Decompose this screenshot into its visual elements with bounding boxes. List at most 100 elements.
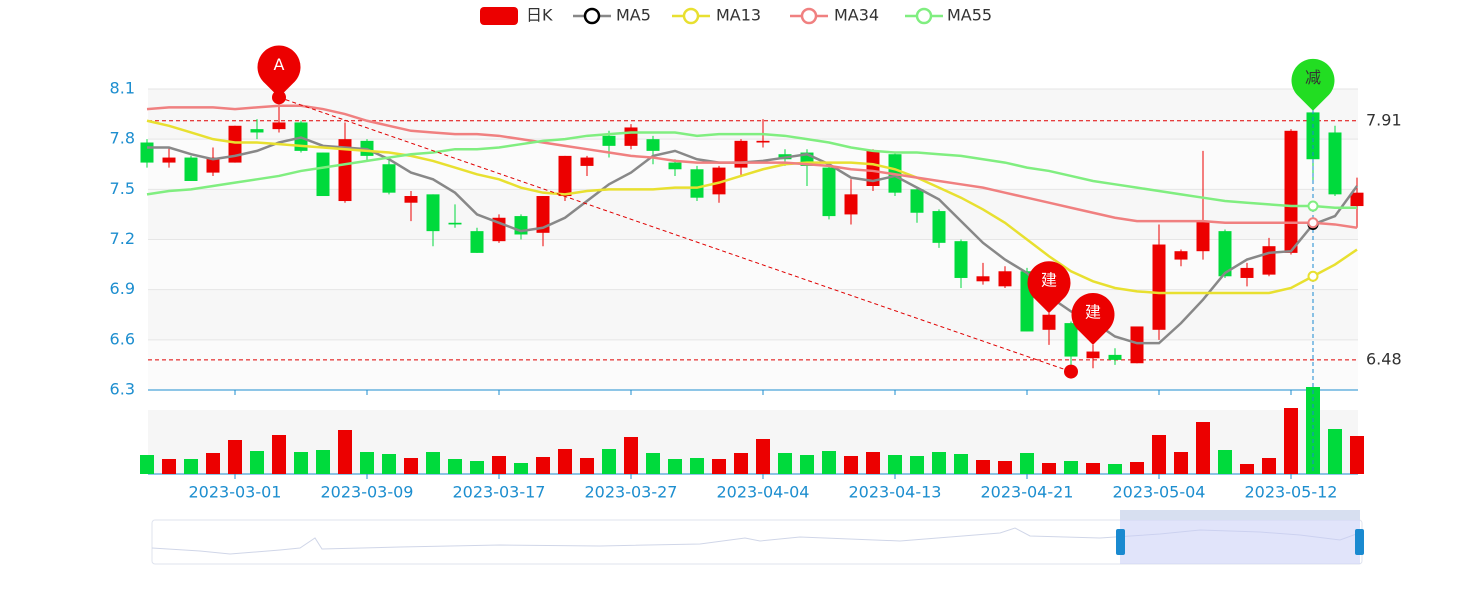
volume-bar <box>1108 464 1122 474</box>
pin <box>257 45 301 98</box>
candle-body <box>910 189 924 213</box>
candle-body <box>1064 323 1078 357</box>
volume-bar <box>888 455 902 474</box>
volume-bar <box>1306 387 1320 474</box>
volume-bar <box>1020 453 1034 474</box>
volume-bar <box>492 456 506 474</box>
volume-bar <box>536 457 550 474</box>
candle-body <box>338 139 352 202</box>
legend-label: MA5 <box>616 6 651 25</box>
volume-bar <box>250 451 264 474</box>
volume-bar <box>1284 408 1298 474</box>
zoom-window[interactable] <box>1120 520 1360 564</box>
grid-band <box>148 239 1358 290</box>
y-tick-label: 7.5 <box>110 179 135 198</box>
grid-band <box>148 289 1358 340</box>
mark-line-label: 6.48 <box>1366 349 1402 368</box>
volume-bar <box>822 451 836 474</box>
volume-bar <box>1240 464 1254 474</box>
x-tick-label: 2023-04-21 <box>981 483 1074 502</box>
legend-item[interactable]: MA34 <box>790 6 879 25</box>
legend-label: MA34 <box>834 6 879 25</box>
y-tick-label: 6.9 <box>110 279 135 298</box>
y-tick-label: 7.2 <box>110 229 135 248</box>
grid-band <box>148 189 1358 240</box>
legend-icon <box>583 7 601 25</box>
legend-item[interactable]: MA13 <box>672 6 761 25</box>
y-tick-label: 7.8 <box>110 129 135 148</box>
x-tick-label: 2023-03-09 <box>321 483 414 502</box>
candle-body <box>558 155 572 197</box>
volume-bar <box>1350 436 1364 474</box>
volume-bar <box>426 452 440 474</box>
x-tick-label: 2023-03-17 <box>453 483 546 502</box>
volume-bar <box>1218 450 1232 474</box>
x-tick-label: 2023-04-13 <box>849 483 942 502</box>
candle-body <box>602 135 616 146</box>
legend-item[interactable]: MA5 <box>573 6 651 25</box>
candle-body <box>1108 354 1122 360</box>
candle-body <box>1042 314 1056 330</box>
candle-body <box>624 127 638 146</box>
legend-item[interactable]: 日K <box>480 6 553 26</box>
pin-label: 减 <box>1305 68 1321 87</box>
volume-bar <box>690 458 704 474</box>
candle-body <box>448 222 462 225</box>
candle-body <box>250 129 264 133</box>
candle-body <box>1240 267 1254 278</box>
candle-body <box>690 169 704 198</box>
legend-label: MA13 <box>716 6 761 25</box>
zoom-bar[interactable] <box>1120 510 1360 520</box>
volume-bar <box>800 455 814 474</box>
legend-icon <box>682 7 700 25</box>
volume-bar <box>514 463 528 474</box>
volume-bar <box>668 459 682 474</box>
legend-icon <box>800 7 818 25</box>
legend-icon <box>480 7 518 25</box>
volume-bar <box>932 452 946 474</box>
zoom-handle[interactable] <box>1355 529 1364 555</box>
volume-bar <box>228 440 242 474</box>
candle-body <box>184 157 198 181</box>
candle-body <box>756 140 770 143</box>
candle-body <box>1086 351 1100 359</box>
candle-body <box>470 231 484 253</box>
volume-bar <box>646 453 660 474</box>
data-zoom[interactable] <box>151 510 1364 565</box>
volume-bar <box>712 459 726 474</box>
candle-body <box>1196 221 1210 252</box>
x-tick-label: 2023-05-04 <box>1113 483 1206 502</box>
volume-bar <box>184 459 198 474</box>
volume-bar <box>1042 463 1056 474</box>
legend-item[interactable]: MA55 <box>905 6 992 25</box>
volume-bar <box>338 430 352 474</box>
pin <box>1071 293 1115 345</box>
candle-body <box>668 162 682 170</box>
volume-bar <box>580 458 594 474</box>
x-tick-label: 2023-04-04 <box>717 483 810 502</box>
volume-bar <box>316 450 330 474</box>
hover-point <box>1307 217 1319 229</box>
candle-body <box>712 167 726 195</box>
x-tick-label: 2023-03-27 <box>585 483 678 502</box>
candle-body <box>228 125 242 163</box>
volume-bar <box>360 452 374 474</box>
pin <box>1291 58 1335 111</box>
volume-bar <box>382 454 396 474</box>
candle-body <box>316 152 330 197</box>
volume-bar <box>1196 422 1210 474</box>
y-tick-label: 8.1 <box>110 79 135 98</box>
ma-line <box>146 131 1357 209</box>
candle-body <box>954 241 968 278</box>
zoom-handle[interactable] <box>1116 529 1125 555</box>
candle-body <box>1262 246 1276 275</box>
hover-point <box>1307 200 1319 212</box>
candle-body <box>998 271 1012 287</box>
volume-bar <box>1152 435 1166 474</box>
candle-body <box>536 196 550 233</box>
ma-line <box>146 104 1358 230</box>
candle-body <box>932 211 946 243</box>
trend-point <box>1064 364 1078 379</box>
pin-label: A <box>274 55 285 74</box>
y-tick-label: 6.6 <box>110 329 135 348</box>
